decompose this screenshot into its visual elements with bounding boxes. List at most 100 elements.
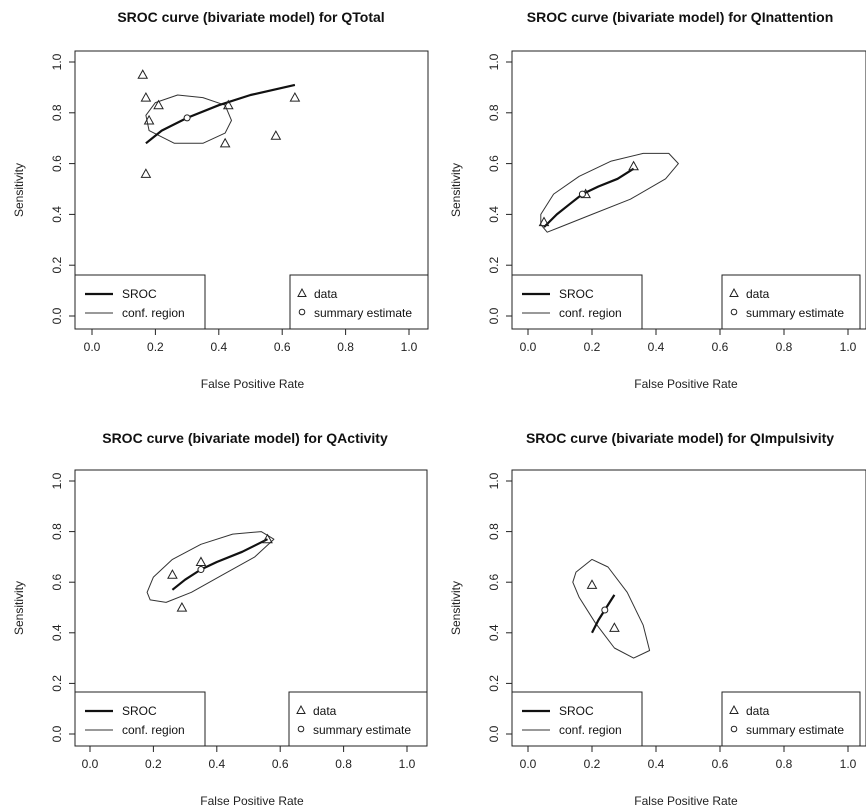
y-tick-label: 0.0: [487, 725, 501, 742]
legend-summary-swatch: [730, 725, 738, 733]
y-tick-label: 1.0: [50, 472, 64, 489]
legend-label-data: data: [314, 287, 338, 301]
x-tick-label: 0.4: [648, 340, 665, 354]
x-tick-label: 0.2: [584, 757, 601, 771]
x-tick-label: 1.0: [401, 340, 418, 354]
legend-right: data summary estimate: [288, 691, 428, 747]
legend-summary-swatch: [730, 308, 738, 316]
legend-right: data summary estimate: [721, 691, 861, 747]
x-tick-label: 0.6: [274, 340, 291, 354]
x-tick-label: 0.2: [147, 340, 164, 354]
legend-label-data: data: [313, 704, 337, 718]
legend-box: [721, 274, 861, 330]
x-tick-label: 0.0: [520, 757, 537, 771]
legend-label-sroc: SROC: [559, 704, 594, 718]
x-tick-label: 0.8: [337, 340, 354, 354]
y-tick-label: 0.4: [487, 624, 501, 641]
data-point-triangle: [222, 99, 234, 110]
legend-left: SROC conf. region: [74, 274, 206, 330]
y-tick-label: 0.6: [50, 155, 64, 172]
legend-box: [721, 691, 861, 747]
x-axis-title: False Positive Rate: [634, 377, 738, 391]
data-point-triangle: [137, 69, 149, 79]
legend-label-summary-estimate: summary estimate: [746, 306, 844, 320]
y-tick-label: 0.2: [50, 257, 64, 274]
y-tick-label: 0.6: [487, 155, 501, 172]
sroc-curve-line: [591, 594, 616, 634]
x-tick-label: 1.0: [840, 757, 857, 771]
legend-box: [511, 691, 643, 747]
legend-label-data: data: [746, 704, 770, 718]
data-point-triangle: [176, 601, 188, 612]
x-axis-title: False Positive Rate: [201, 377, 305, 391]
chart-panel-3: SROC curve (bivariate model) for QActivi…: [12, 430, 428, 808]
y-axis-title: Sensitivity: [449, 163, 463, 217]
legend-left: SROC conf. region: [74, 691, 206, 747]
legend-label-conf-region: conf. region: [559, 306, 622, 320]
legend-label-data: data: [746, 287, 770, 301]
x-tick-label: 0.8: [335, 757, 352, 771]
x-tick-label: 0.2: [584, 340, 601, 354]
legend-label-summary-estimate: summary estimate: [313, 723, 411, 737]
y-tick-label: 0.6: [487, 574, 501, 591]
legend-label-summary-estimate: summary estimate: [746, 723, 844, 737]
x-tick-label: 1.0: [399, 757, 416, 771]
data-point-triangle: [195, 556, 207, 567]
confidence-region-ellipse: [146, 531, 275, 603]
y-tick-label: 0.2: [50, 675, 64, 692]
legend-data-swatch: [729, 287, 739, 297]
data-point-triangle: [586, 579, 598, 589]
y-axis-title: Sensitivity: [12, 581, 26, 635]
chart-panel-1: SROC curve (bivariate model) for QTotal 0…: [12, 9, 429, 391]
data-point-triangle: [628, 160, 639, 171]
legend-label-sroc: SROC: [122, 704, 157, 718]
y-tick-label: 0.8: [50, 104, 64, 121]
legend-box: [289, 274, 429, 330]
y-tick-label: 1.0: [487, 53, 501, 70]
y-tick-label: 0.0: [50, 307, 64, 324]
legend-label-sroc: SROC: [122, 287, 157, 301]
legend-right: data summary estimate: [721, 274, 861, 330]
plot-frame: [511, 50, 866, 330]
legend-label-summary-estimate: summary estimate: [314, 306, 412, 320]
summary-estimate-point: [578, 190, 586, 198]
plot-frame: [511, 469, 866, 747]
y-tick-label: 0.8: [487, 523, 501, 540]
x-tick-label: 0.8: [776, 757, 793, 771]
y-tick-label: 0.8: [50, 523, 64, 540]
plot-frame: [74, 50, 429, 330]
legend-left: SROC conf. region: [511, 274, 643, 330]
x-tick-label: 0.0: [84, 340, 101, 354]
y-tick-label: 0.4: [50, 206, 64, 223]
legend-data-swatch: [729, 704, 739, 714]
data-point-triangle: [609, 622, 620, 632]
data-point-triangle: [538, 216, 550, 227]
data-point-triangle: [167, 569, 178, 579]
legend-box: [288, 691, 428, 747]
chart-title: SROC curve (bivariate model) for QActivi…: [102, 430, 388, 446]
summary-estimate-point: [197, 566, 205, 574]
x-tick-label: 0.8: [776, 340, 793, 354]
y-axis-title: Sensitivity: [12, 163, 26, 217]
confidence-region-ellipse: [540, 152, 679, 233]
chart-panel-2: SROC curve (bivariate model) for QInatte…: [449, 9, 866, 391]
sroc-curve-line: [145, 83, 296, 145]
y-tick-label: 0.8: [487, 104, 501, 121]
data-point-triangle: [270, 130, 282, 140]
chart-panel-4: SROC curve (bivariate model) for QImpuls…: [449, 430, 866, 808]
x-tick-label: 0.4: [208, 757, 225, 771]
data-point-triangle: [262, 533, 273, 544]
summary-estimate-point: [601, 606, 609, 614]
legend-label-conf-region: conf. region: [559, 723, 622, 737]
y-axis-title: Sensitivity: [449, 581, 463, 635]
data-point-triangle: [153, 99, 164, 110]
data-point-triangle: [140, 168, 152, 178]
y-tick-label: 1.0: [50, 53, 64, 70]
x-tick-label: 0.0: [82, 757, 99, 771]
chart-title: SROC curve (bivariate model) for QInatte…: [527, 9, 834, 25]
y-tick-label: 0.4: [50, 624, 64, 641]
legend-box: [511, 274, 643, 330]
legend-right: data summary estimate: [289, 274, 429, 330]
x-tick-label: 0.0: [520, 340, 537, 354]
legend-box: [74, 691, 206, 747]
